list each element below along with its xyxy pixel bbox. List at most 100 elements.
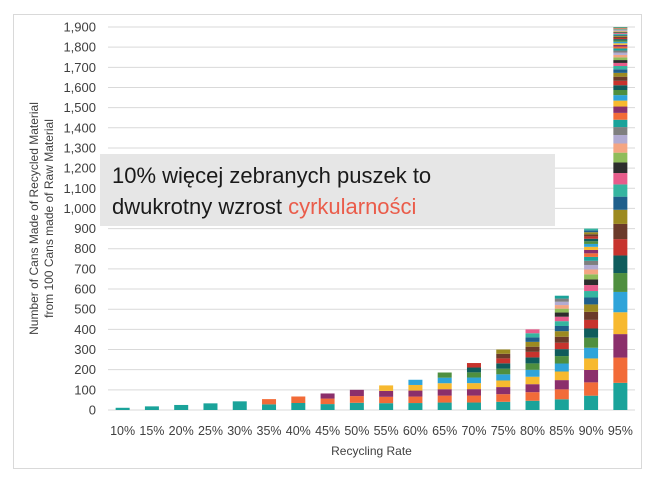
bar-segment [525,392,540,401]
bar-segment [584,395,599,410]
bar-segment [262,404,277,410]
y-tick-label: 300 [74,342,96,357]
bar-segment [554,336,569,343]
bar-55pct [379,385,394,410]
bar-segment [613,40,628,42]
bar-segment [525,369,540,377]
bar-15pct [144,406,159,410]
bar-segment [584,328,599,338]
y-tick-label: 400 [74,322,96,337]
bar-segment [613,223,628,240]
bar-segment [613,62,628,66]
bar-segment [613,291,628,313]
bar-segment [613,41,628,44]
bar-segment [466,402,481,410]
bar-segment [437,377,452,384]
bar-segment [613,112,628,120]
bar-segment [613,29,628,31]
bar-segment [554,389,569,400]
bar-segment [613,80,628,86]
bar-segment [320,398,335,405]
bar-segment [613,46,628,49]
bar-85pct [554,295,569,410]
bar-segment [613,127,628,136]
x-tick-label: 60% [403,424,428,438]
bar-segment [613,89,628,96]
bar-segment [466,395,481,403]
bar-segment [554,305,569,309]
x-tick-label: 45% [315,424,340,438]
bar-segment [466,372,481,378]
bar-segment [496,380,511,388]
bar-segment [379,396,394,404]
bar-segment [408,379,423,385]
bar-segment [466,367,481,373]
bar-segment [613,85,628,90]
bar-segment [584,358,599,370]
bar-segment [584,291,599,298]
bar-segment [613,209,628,224]
bar-segment [613,57,628,61]
bar-segment [437,395,452,403]
y-tick-label: 1,000 [63,201,96,216]
bar-segment [613,357,628,383]
y-tick-label: 1,300 [63,140,96,155]
bar-segment [584,260,599,265]
bar-segment [496,368,511,375]
bar-segment [554,301,569,306]
y-tick-label: 900 [74,221,96,236]
bar-segment [613,52,628,55]
bar-segment [584,311,599,320]
bar-segment [613,28,628,29]
bar-segment [554,363,569,372]
bar-segment [379,385,394,391]
bar-segment [554,380,569,390]
y-tick-label: 200 [74,362,96,377]
bar-segment [320,393,335,399]
bar-segment [613,34,628,36]
bar-segment [496,387,511,395]
bar-segment [496,374,511,381]
bar-segment [613,27,628,28]
bar-45pct [320,393,335,410]
y-tick-label: 600 [74,282,96,297]
x-tick-label: 85% [549,424,574,438]
bar-segment [584,285,599,292]
bar-segment [613,50,628,53]
y-tick-label: 1,700 [63,60,96,75]
bar-segment [554,399,569,410]
bar-75pct [496,349,511,410]
bar-segment [320,404,335,410]
y-tick-label: 1,600 [63,80,96,95]
bar-segment [466,389,481,396]
bar-segment [613,65,628,70]
y-tick-label: 700 [74,261,96,276]
bar-segment [613,100,628,107]
bar-segment [408,384,423,391]
y-tick-label: 100 [74,382,96,397]
callout-box: 10% więcej zebranych puszek to dwukrotny… [100,154,555,226]
bar-segment [437,383,452,390]
bar-segment [584,297,599,305]
bar-segment [466,377,481,384]
bar-segment [613,30,628,31]
bar-segment [584,230,599,233]
x-tick-label: 95% [608,424,633,438]
x-tick-label: 75% [491,424,516,438]
y-tick-label: 1,200 [63,161,96,176]
bar-80pct [525,329,540,410]
y-tick-label: 1,800 [63,40,96,55]
y-tick-label: 500 [74,302,96,317]
y-tick-label: 1,900 [63,20,96,35]
bar-segment [408,403,423,410]
bar-segment [379,390,394,397]
bar-segment [613,95,628,101]
bar-segment [613,72,628,77]
callout-line-1: 10% więcej zebranych puszek to [112,163,432,188]
bar-segment [525,376,540,385]
bar-segment [232,401,247,410]
y-tick-label: 1,400 [63,120,96,135]
bar-segment [613,106,628,113]
x-tick-label: 40% [286,424,311,438]
